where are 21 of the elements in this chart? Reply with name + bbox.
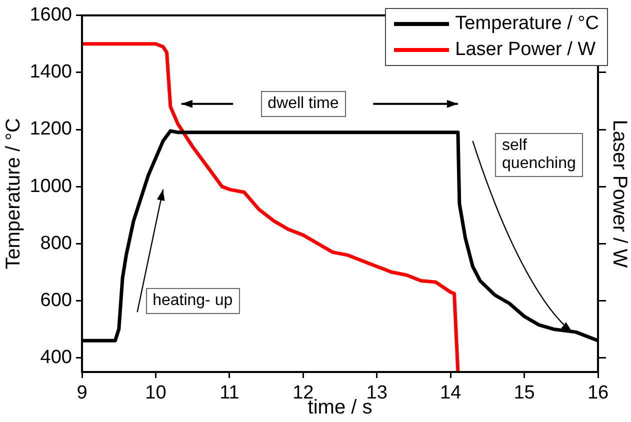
x-tick-label: 16	[587, 382, 609, 404]
annotation: self quenching	[495, 132, 583, 178]
y-tick-label: 1400	[30, 62, 72, 83]
x-tick-label: 14	[440, 382, 462, 404]
x-tick-label: 15	[514, 382, 535, 404]
x-tick-label: 13	[366, 382, 388, 404]
legend-label: Temperature / °C	[455, 13, 599, 35]
annotation: heating- up	[146, 288, 240, 314]
y-tick-label: 800	[40, 232, 72, 254]
y-tick-label: 400	[40, 346, 72, 368]
y-axis-title: Temperature / °C	[2, 118, 25, 270]
y-tick-label: 1000	[30, 176, 72, 197]
x-tick-label: 9	[76, 382, 88, 404]
legend-label: Laser Power / W	[455, 39, 596, 61]
y-tick-label: 1600	[30, 4, 72, 26]
y2-axis-title: Laser Power / W	[608, 120, 630, 268]
annotation: dwell time	[260, 90, 346, 118]
y-tick-label: 1200	[30, 118, 72, 140]
x-tick-label: 10	[145, 382, 166, 404]
y-tick-label: 600	[40, 290, 72, 311]
x-tick-label: 11	[220, 382, 240, 404]
